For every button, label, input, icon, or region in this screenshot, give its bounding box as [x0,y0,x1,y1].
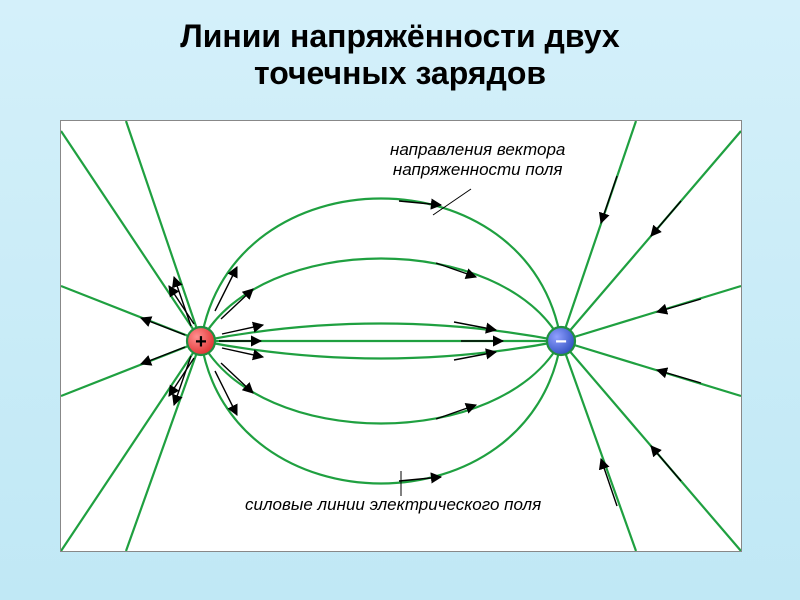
field-vector-arrow [169,358,194,396]
field-line [201,341,561,424]
field-line [201,259,561,342]
field-line [561,286,741,341]
field-vector-arrow [651,201,681,236]
title-line-2: точечных зарядов [254,55,546,91]
field-line [61,131,201,341]
negative-charge-symbol: − [555,331,567,353]
annotation-bottom-text: силовые линии электрического поля [245,495,541,514]
field-line [126,341,201,551]
field-vector-arrow [651,446,681,481]
field-vector-arrow [221,289,253,319]
field-line [201,341,561,484]
field-diagram-svg: +− [61,121,741,551]
field-vector-arrow [169,286,194,324]
field-line [61,341,201,551]
field-vector-arrow [141,318,185,335]
page-title: Линии напряжённости двух точечных зарядо… [0,0,800,92]
annotation-top-line1: направления вектора [390,140,565,159]
positive-charge-symbol: + [195,331,207,353]
field-line [561,121,636,341]
annotation-field-lines: силовые линии электрического поля [245,495,541,515]
field-vector-arrow [657,299,701,312]
field-vector-arrow [221,363,253,393]
field-vector-arrow [657,370,701,383]
field-vector-arrow [436,263,476,277]
field-line [561,341,636,551]
field-vector-arrow [601,176,617,223]
field-line [201,199,561,342]
annotation-top-line2: напряженности поля [393,160,563,179]
field-vector-arrow [141,347,185,364]
field-vector-arrow [601,459,617,506]
title-line-1: Линии напряжённости двух [180,18,619,54]
field-vector-arrow [436,405,476,419]
field-vector-arrow [174,356,191,405]
annotation-vector-direction: направления вектора напряженности поля [390,140,565,179]
field-line [126,121,201,341]
field-line [561,341,741,396]
diagram-panel: +− [60,120,742,552]
